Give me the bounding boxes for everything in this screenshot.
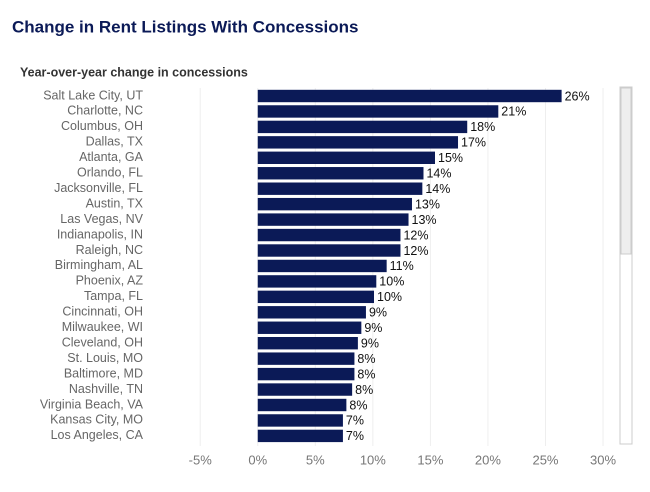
x-tick-label: 5%: [306, 452, 325, 467]
value-label: 14%: [426, 167, 451, 181]
bar: [257, 182, 423, 195]
value-label: 13%: [412, 213, 437, 227]
x-tick-label: 15%: [417, 452, 443, 467]
chart-subtitle: Year-over-year change in concessions: [20, 65, 248, 79]
y-tick-label: Charlotte, NC: [67, 104, 143, 118]
y-tick-label: Raleigh, NC: [76, 243, 143, 257]
y-tick-label: Baltimore, MD: [64, 366, 143, 380]
bar: [257, 398, 347, 412]
value-label: 8%: [357, 352, 375, 366]
value-label: 12%: [403, 244, 428, 258]
bar: [257, 213, 409, 226]
y-tick-label: Milwaukee, WI: [62, 320, 143, 334]
value-label: 18%: [470, 120, 495, 134]
y-tick-label: Dallas, TX: [86, 135, 144, 149]
x-tick-label: 25%: [532, 452, 558, 467]
bar: [257, 321, 362, 334]
y-tick-label: St. Louis, MO: [67, 351, 143, 365]
value-label: 26%: [565, 89, 590, 103]
y-tick-label: Jacksonville, FL: [54, 181, 143, 195]
y-tick-label: Nashville, TN: [69, 382, 143, 396]
y-tick-label: Los Angeles, CA: [51, 428, 144, 442]
y-tick-label: Las Vegas, NV: [60, 212, 143, 226]
bar: [257, 337, 358, 350]
x-tick-label: 20%: [475, 452, 501, 467]
value-label: 8%: [355, 383, 373, 397]
y-tick-label: Tampa, FL: [84, 289, 143, 303]
value-label: 8%: [349, 398, 367, 412]
bar: [257, 429, 343, 443]
y-tick-label: Virginia Beach, VA: [40, 397, 144, 411]
chart-title: Change in Rent Listings With Concessions: [12, 17, 358, 36]
y-tick-label: Atlanta, GA: [79, 150, 144, 164]
value-label: 9%: [364, 321, 382, 335]
y-tick-label: Kansas City, MO: [50, 413, 143, 427]
scrollbar-thumb[interactable]: [620, 87, 632, 255]
bar: [257, 120, 468, 134]
y-tick-label: Orlando, FL: [77, 166, 143, 180]
bar: [257, 136, 459, 149]
y-tick-label: Birmingham, AL: [55, 258, 143, 272]
x-tick-label: 0%: [248, 452, 267, 467]
value-label: 15%: [438, 151, 463, 165]
bar: [257, 105, 499, 118]
bar: [257, 306, 366, 319]
value-label: 8%: [357, 367, 375, 381]
y-tick-label: Austin, TX: [86, 196, 144, 210]
value-label: 12%: [403, 228, 428, 242]
bar: [257, 352, 355, 365]
value-label: 11%: [390, 259, 414, 273]
y-tick-label: Phoenix, AZ: [76, 274, 144, 288]
y-tick-label: Cincinnati, OH: [62, 305, 143, 319]
y-tick-label: Indianapolis, IN: [57, 227, 143, 241]
bar: [257, 167, 424, 180]
bar: [257, 89, 562, 103]
bar: [257, 275, 377, 288]
value-label: 10%: [377, 290, 402, 304]
x-tick-label: 30%: [590, 452, 616, 467]
value-label: 9%: [369, 306, 387, 320]
value-label: 13%: [415, 197, 440, 211]
x-tick-label: 10%: [360, 452, 386, 467]
value-label: 7%: [346, 429, 364, 443]
value-label: 21%: [501, 105, 526, 119]
value-label: 10%: [379, 275, 404, 289]
value-label: 14%: [425, 182, 450, 196]
bar: [257, 151, 435, 164]
value-label: 17%: [461, 136, 486, 150]
bar: [257, 228, 401, 242]
bar: [257, 367, 355, 381]
value-label: 9%: [361, 336, 379, 350]
x-tick-label: -5%: [189, 452, 213, 467]
bar: [257, 414, 343, 427]
y-tick-label: Salt Lake City, UT: [43, 88, 143, 102]
y-tick-label: Cleveland, OH: [62, 335, 143, 349]
value-label: 7%: [346, 414, 364, 428]
bar: [257, 383, 353, 396]
bar: [257, 290, 374, 304]
bar: [257, 259, 387, 273]
y-tick-label: Columbus, OH: [61, 119, 143, 133]
bar: [257, 197, 412, 211]
bar: [257, 244, 401, 257]
